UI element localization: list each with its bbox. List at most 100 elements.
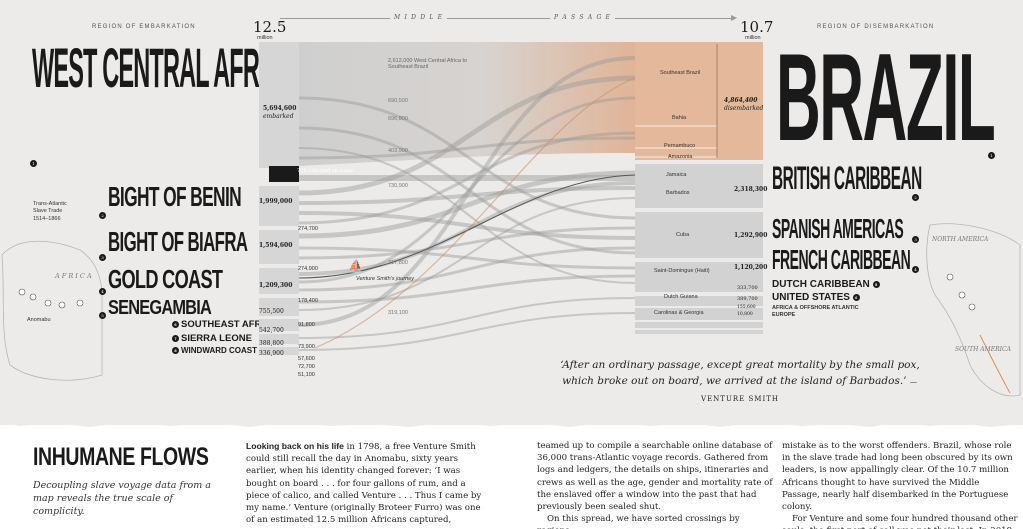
sub-carolinas: Carolinas & Georgia bbox=[654, 310, 704, 316]
value-sierra-leone: 388,800 bbox=[259, 340, 284, 347]
block-brazil bbox=[635, 42, 763, 160]
bar-windward-coast bbox=[259, 347, 299, 355]
dest-badge-4: 4 bbox=[912, 266, 919, 273]
value-french: 1,120,200 bbox=[734, 264, 768, 271]
region-french-caribbean: FRENCH CARIBBEAN bbox=[772, 244, 911, 275]
flow-label-c: 403,900 bbox=[388, 148, 408, 154]
value-embarked: 5,694,600 bbox=[263, 105, 297, 112]
flow-wca-brazil bbox=[299, 42, 635, 166]
bar-west-central-africa bbox=[259, 42, 299, 168]
small-value-1: 274,700 bbox=[298, 226, 318, 232]
region-sierra-leone: 7 SIERRA LEONE bbox=[172, 333, 252, 344]
value-dutch: 333,700 bbox=[737, 285, 758, 291]
region-gold-coast: GOLD COAST bbox=[108, 264, 223, 294]
small-value-5: 73,900 bbox=[298, 344, 315, 350]
region-windward-coast: 8 WINDWARD COAST bbox=[172, 346, 257, 356]
flow-label-e: 317,800 bbox=[388, 260, 408, 266]
region-west-central-africa: WEST CENTRAL AFRICA bbox=[32, 36, 298, 99]
ship-caption: Venture Smith's journey bbox=[356, 276, 415, 282]
block-dutch-caribbean bbox=[635, 296, 763, 306]
dest-badge-2: 2 bbox=[912, 194, 919, 201]
dest-badge-1: 1 bbox=[988, 152, 995, 159]
badge-3: 3 bbox=[99, 254, 106, 261]
article-deck: Decoupling slave voyage data from a map … bbox=[33, 480, 211, 517]
value-brazil-note: disembarked bbox=[724, 105, 764, 112]
value-us: 389,700 bbox=[737, 296, 758, 302]
bar-sierra-leone bbox=[259, 334, 299, 344]
small-value-8: 51,100 bbox=[298, 372, 315, 378]
bar-southeast-africa bbox=[259, 319, 299, 331]
africa-map bbox=[1, 240, 103, 381]
value-windward-coast: 336,900 bbox=[259, 350, 284, 357]
flow-diagram: ⛵ bbox=[259, 42, 763, 355]
bar-bight-of-biafra bbox=[259, 230, 299, 264]
dest-badge-3: 3 bbox=[912, 236, 919, 243]
small-value-4: 91,800 bbox=[298, 322, 315, 328]
embarkation-header: REGION OF EMBARKATION bbox=[92, 24, 196, 30]
middle-passage-arrow bbox=[731, 15, 737, 21]
sub-jamaica: Jamaica bbox=[666, 172, 687, 178]
block-europe bbox=[635, 330, 763, 334]
small-value-7: 72,700 bbox=[298, 364, 315, 370]
region-dutch-caribbean: DUTCH CARIBBEAN 5 bbox=[772, 279, 882, 290]
block-french-caribbean bbox=[635, 262, 763, 292]
article-title: INHUMANE FLOWS bbox=[33, 443, 209, 471]
map-label-africa: A F R I C A bbox=[55, 272, 92, 280]
block-africa-offshore bbox=[635, 322, 763, 328]
highlight-route bbox=[314, 77, 636, 349]
infographic-panel: A F R I C A Anomabu NORTH AMERICA SOUTH … bbox=[0, 0, 1023, 425]
badge-2: 2 bbox=[99, 212, 106, 219]
value-spanish: 1,292,900 bbox=[734, 232, 768, 239]
side-note: Trans-Atlantic Slave Trade 1514–1866 bbox=[33, 201, 67, 222]
value-southeast-africa: 542,700 bbox=[259, 327, 284, 334]
sub-bahia: Bahia bbox=[672, 115, 687, 121]
middle-label: M I D D L E bbox=[390, 14, 448, 21]
value-senegambia: 755,500 bbox=[259, 308, 284, 315]
flow-lines bbox=[298, 56, 636, 351]
flow-label-b: 696,800 bbox=[388, 116, 408, 122]
region-africa-offshore: AFRICA & OFFSHORE ATLANTIC bbox=[772, 305, 859, 311]
sub-pernambuco: Pernambuco bbox=[664, 143, 696, 149]
badge-5: 5 bbox=[99, 312, 106, 319]
article-col-1: Looking back on his life in 1798, a free… bbox=[246, 441, 482, 526]
sub-amazonia: Amazonia bbox=[668, 154, 693, 160]
badge-4: 4 bbox=[99, 288, 106, 295]
flow-label-wca-brazil: 2,612,000 West Central Africa to Southea… bbox=[388, 58, 468, 70]
article-col-3: mistake as to the worst offenders. Brazi… bbox=[782, 441, 1018, 529]
value-died: 729,100 died en route bbox=[297, 168, 354, 174]
region-southeast-africa: 6 SOUTHEAST AFRICA bbox=[172, 319, 278, 330]
disembarkation-header: REGION OF DISEMBARKATION bbox=[817, 24, 935, 30]
sub-barbados: Barbados bbox=[666, 190, 690, 196]
value-brazil: 4,864,400 bbox=[724, 97, 758, 104]
article-col-2: teamed up to compile a searchable online… bbox=[537, 441, 773, 529]
value-europe: 10,800 bbox=[737, 312, 753, 317]
americas-map bbox=[926, 223, 1021, 397]
bar-gold-coast bbox=[259, 268, 299, 294]
right-total: 10.7 bbox=[740, 18, 774, 36]
map-label-north-america: NORTH AMERICA bbox=[932, 236, 989, 243]
torn-edge bbox=[0, 418, 1023, 427]
value-africa: 155,600 bbox=[737, 305, 756, 310]
block-spanish-americas bbox=[635, 212, 763, 258]
region-bight-of-biafra: BIGHT OF BIAFRA bbox=[108, 226, 248, 257]
middle-passage-rule bbox=[280, 18, 735, 19]
bar-senegambia bbox=[259, 298, 299, 316]
flow-label-d: 730,900 bbox=[388, 183, 408, 189]
map-label-anomabu: Anomabu bbox=[27, 317, 51, 323]
sub-southeast-brazil: Southeast Brazil bbox=[660, 70, 701, 76]
pull-quote: ‘After an ordinary passage, except great… bbox=[560, 359, 920, 403]
small-value-2: 274,900 bbox=[298, 266, 318, 272]
block-british-caribbean bbox=[635, 164, 763, 208]
small-value-6: 57,600 bbox=[298, 356, 315, 362]
passage-label: P A S S A G E bbox=[550, 14, 616, 21]
region-bight-of-benin: BIGHT OF BENIN bbox=[108, 181, 242, 212]
value-gold-coast: 1,209,300 bbox=[259, 282, 293, 289]
right-total-unit: million bbox=[745, 35, 761, 41]
region-spanish-americas: SPANISH AMERICAS bbox=[772, 213, 904, 244]
flow-label-f: 319,100 bbox=[388, 310, 408, 316]
value-bight-of-biafra: 1,594,600 bbox=[259, 242, 293, 249]
block-united-states bbox=[635, 308, 763, 320]
sub-cuba: Cuba bbox=[676, 232, 690, 238]
map-label-south-america: SOUTH AMERICA bbox=[955, 346, 1011, 353]
value-embarked-note: embarked bbox=[263, 113, 294, 120]
